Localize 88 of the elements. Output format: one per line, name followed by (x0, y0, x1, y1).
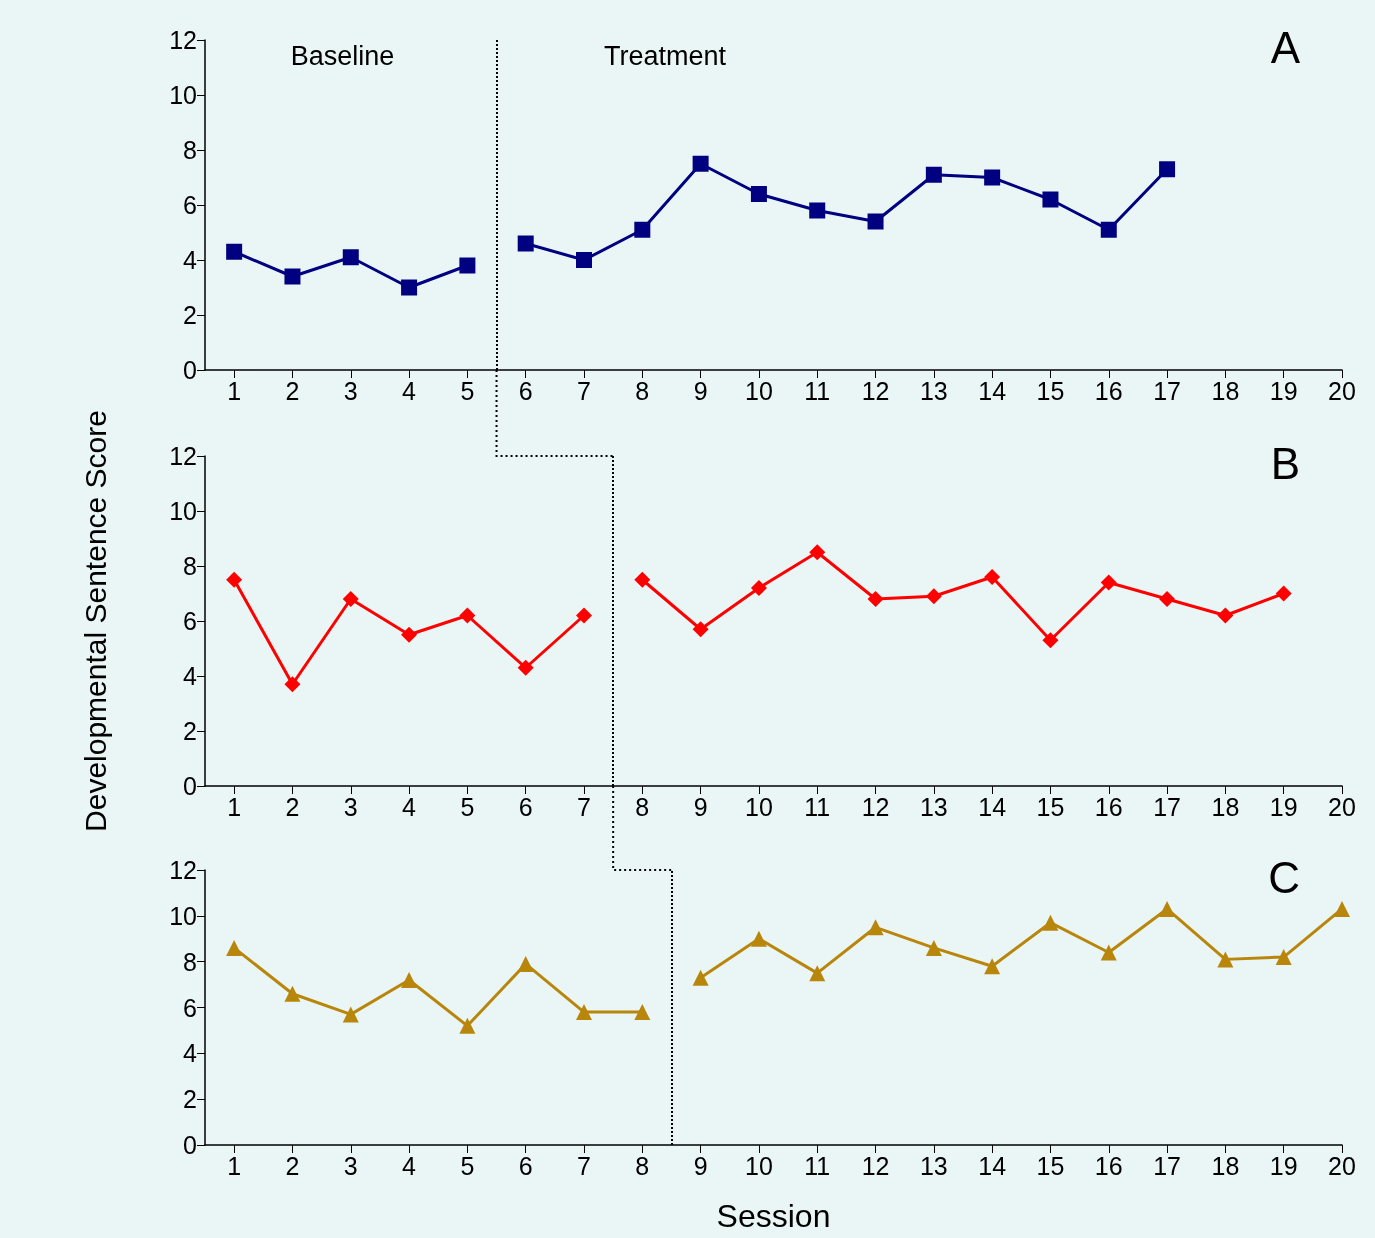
x-tick-label: 4 (402, 376, 417, 405)
x-tick-label: 8 (635, 1151, 650, 1180)
y-tick-label: 6 (183, 993, 197, 1022)
annotation: Baseline (290, 40, 395, 71)
x-tick-label: 1 (227, 792, 242, 821)
x-tick-label: 12 (861, 792, 890, 821)
y-tick-label: 0 (183, 1131, 197, 1159)
annotation: Treatment (604, 40, 727, 71)
x-tick-label: 18 (1211, 376, 1240, 405)
x-tick-label: 12 (861, 376, 890, 405)
x-tick-label: 8 (635, 376, 650, 405)
x-tick-label: 17 (1153, 792, 1181, 821)
x-tick-label: 3 (343, 376, 358, 405)
x-tick-label: 9 (693, 1151, 708, 1180)
x-tick-label: 6 (518, 376, 533, 405)
y-tick-label: 2 (183, 717, 197, 745)
y-tick-label: 8 (183, 552, 197, 580)
x-tick-label: 14 (978, 1151, 1007, 1180)
x-tick-label: 7 (577, 792, 591, 821)
y-tick-label: 12 (169, 856, 197, 884)
y-tick-label: 10 (169, 497, 197, 525)
x-tick-label: 18 (1211, 1151, 1240, 1180)
x-tick-label: 10 (745, 1151, 773, 1180)
y-tick-label: 10 (169, 901, 197, 930)
x-tick-label: 17 (1153, 376, 1181, 405)
y-tick-label: 4 (183, 662, 198, 690)
x-tick-label: 13 (919, 376, 948, 405)
x-tick-label: 20 (1328, 376, 1356, 405)
x-tick-label: 13 (919, 1151, 948, 1180)
x-tick-label: 5 (460, 792, 475, 821)
y-tick-label: 10 (169, 81, 197, 109)
x-tick-label: 10 (745, 792, 773, 821)
x-tick-label: 3 (343, 792, 358, 821)
x-tick-label: 19 (1269, 1151, 1298, 1180)
x-tick-label: 2 (285, 376, 300, 405)
x-tick-label: 1 (227, 1151, 242, 1180)
y-tick-label: 8 (183, 136, 197, 164)
x-tick-label: 18 (1211, 792, 1240, 821)
x-tick-label: 7 (577, 376, 591, 405)
x-tick-label: 16 (1094, 792, 1123, 821)
x-tick-label: 2 (285, 1151, 300, 1180)
y-tick-label: 2 (183, 1085, 197, 1114)
x-tick-label: 15 (1036, 376, 1065, 405)
x-tick-label: 8 (635, 792, 650, 821)
x-tick-label: 5 (460, 376, 475, 405)
x-tick-label: 20 (1328, 1151, 1356, 1180)
y-axis-title: Developmental Sentence Score (78, 410, 112, 832)
y-tick-label: 4 (183, 246, 198, 274)
x-tick-label: 5 (460, 1151, 475, 1180)
x-tick-label: 12 (861, 1151, 890, 1180)
y-tick-label: 2 (183, 301, 197, 329)
y-tick-label: 12 (169, 442, 197, 470)
x-tick-label: 3 (343, 1151, 358, 1180)
x-tick-label: 19 (1269, 792, 1298, 821)
x-tick-label: 15 (1036, 792, 1065, 821)
y-tick-label: 4 (183, 1039, 198, 1068)
y-tick-label: 0 (183, 356, 197, 384)
x-tick-label: 7 (577, 1151, 591, 1180)
x-axis-title: Session (716, 1198, 831, 1234)
x-tick-label: 14 (978, 792, 1007, 821)
x-tick-label: 4 (402, 792, 417, 821)
chart-title: B (1270, 438, 1301, 488)
y-tick-label: 8 (183, 947, 197, 976)
x-tick-label: 11 (804, 376, 831, 405)
x-tick-label: 16 (1094, 376, 1123, 405)
x-tick-label: 6 (518, 792, 533, 821)
x-tick-label: 9 (693, 376, 708, 405)
chart-title: C (1268, 852, 1301, 902)
y-tick-label: 6 (183, 607, 197, 635)
chart-title: A (1270, 22, 1301, 72)
x-tick-label: 10 (745, 376, 773, 405)
x-tick-label: 11 (804, 792, 831, 821)
x-tick-label: 17 (1153, 1151, 1181, 1180)
y-tick-label: 12 (169, 26, 197, 54)
x-tick-label: 15 (1036, 1151, 1065, 1180)
x-tick-label: 16 (1094, 1151, 1123, 1180)
x-tick-label: 19 (1269, 376, 1298, 405)
x-tick-label: 13 (919, 792, 948, 821)
x-tick-label: 4 (402, 1151, 417, 1180)
x-tick-label: 20 (1328, 792, 1356, 821)
x-tick-label: 9 (693, 792, 708, 821)
x-tick-label: 11 (804, 1151, 831, 1180)
y-tick-label: 0 (183, 772, 197, 800)
x-tick-label: 6 (518, 1151, 533, 1180)
x-tick-label: 1 (227, 376, 242, 405)
x-tick-label: 14 (978, 376, 1007, 405)
x-tick-label: 2 (285, 792, 300, 821)
y-tick-label: 6 (183, 191, 197, 219)
